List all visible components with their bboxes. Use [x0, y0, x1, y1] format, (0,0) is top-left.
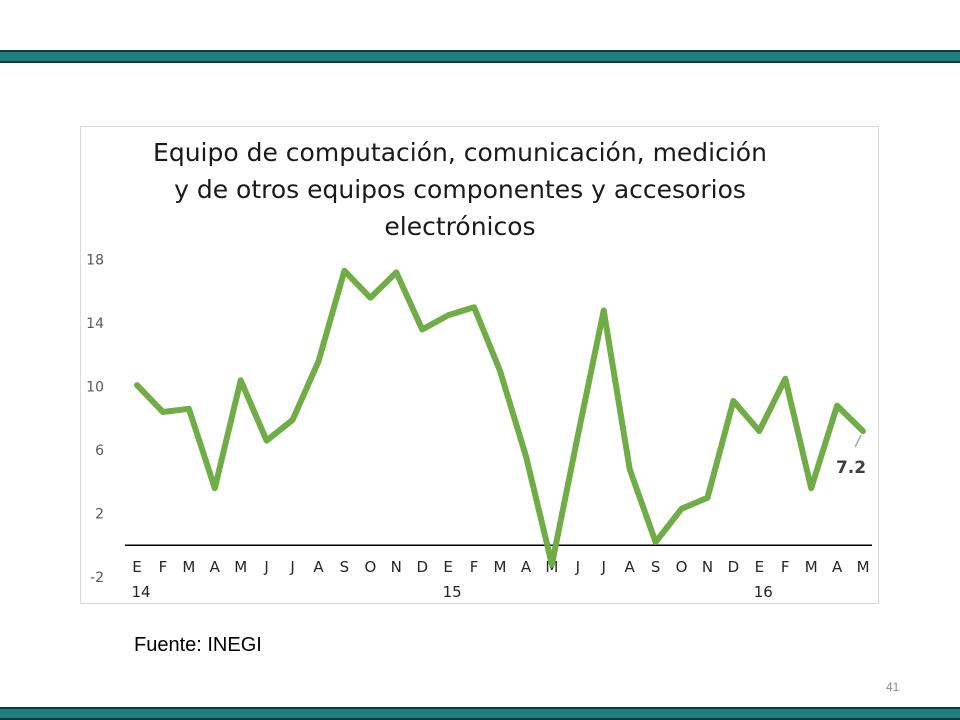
y-tick-label: 18 [86, 253, 104, 269]
year-label: 16 [754, 583, 773, 601]
x-tick-label: F [470, 558, 479, 576]
x-tick-label: A [625, 558, 636, 576]
source-note: Fuente: INEGI [134, 634, 262, 656]
chart-frame [80, 126, 879, 604]
year-label: 15 [443, 583, 462, 601]
x-tick-label: M [234, 558, 247, 576]
x-tick-label: M [805, 558, 818, 576]
y-tick-label: -2 [90, 570, 104, 586]
y-tick-label: 6 [95, 443, 104, 459]
y-axis-ticks: -2 2 6 10 14 18 [86, 253, 104, 586]
x-tick-label: J [601, 558, 606, 576]
x-tick-label: M [494, 558, 507, 576]
x-tick-label: M [857, 558, 870, 576]
x-tick-label: D [728, 558, 740, 576]
y-tick-label: 10 [86, 380, 104, 396]
series-line [134, 267, 866, 568]
x-tick-label: F [781, 558, 790, 576]
chart-title: Equipo de computación, comunicación, med… [130, 134, 790, 245]
x-tick-label: N [702, 558, 713, 576]
x-tick-label: D [416, 558, 428, 576]
annotation-leader-line [854, 434, 862, 448]
x-tick-label: J [263, 558, 268, 576]
page-number: 41 [886, 680, 900, 694]
x-tick-label: S [340, 558, 350, 576]
x-tick-label: A [832, 558, 843, 576]
x-tick-label: E [443, 558, 452, 576]
year-labels: 14 15 16 [131, 583, 772, 601]
annotation-group: 7.2 [836, 434, 866, 478]
x-tick-label: O [364, 558, 376, 576]
x-tick-label: A [210, 558, 221, 576]
series-group [134, 267, 866, 568]
year-label: 14 [131, 583, 150, 601]
x-tick-label: J [289, 558, 294, 576]
chart-title-line: Equipo de computación, comunicación, med… [153, 138, 767, 167]
chart-title-line: y de otros equipos componentes y accesor… [174, 175, 746, 204]
x-tick-label: M [182, 558, 195, 576]
x-tick-label: A [521, 558, 532, 576]
x-tick-label: A [313, 558, 324, 576]
x-tick-label: S [651, 558, 661, 576]
x-tick-label: E [755, 558, 764, 576]
bottom-band [0, 707, 960, 720]
y-tick-label: 14 [86, 316, 104, 332]
x-tick-label: F [159, 558, 168, 576]
x-tick-label: O [676, 558, 688, 576]
top-band [0, 50, 960, 63]
x-tick-label: N [391, 558, 402, 576]
annotation-label: 7.2 [836, 458, 866, 478]
y-tick-label: 2 [95, 507, 104, 523]
x-tick-label: E [132, 558, 141, 576]
x-tick-label: J [575, 558, 580, 576]
chart-title-line: electrónicos [384, 212, 536, 241]
